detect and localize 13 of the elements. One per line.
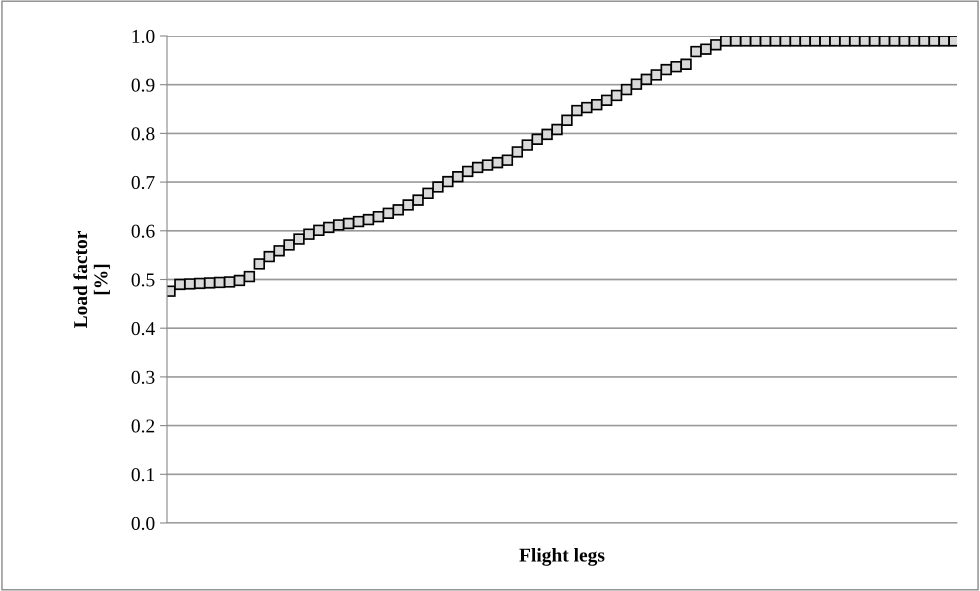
y-tick-label: 0.8 (132, 127, 154, 140)
y-tick-label: 0.3 (132, 370, 154, 384)
y-tick-label: 0.9 (132, 78, 154, 92)
y-axis-title: Load factor [%] (73, 231, 110, 328)
y-tick-label: 0.0 (132, 516, 154, 530)
y-tick-label: 0.4 (132, 322, 155, 336)
y-tick-label: 0.1 (132, 468, 154, 482)
y-tick-label: 0.7 (132, 176, 155, 190)
y-tick-label: 0.6 (132, 224, 155, 238)
y-tick-label: 1.0 (132, 30, 154, 44)
y-tick-label: 0.2 (132, 419, 154, 433)
x-axis-title: Flight legs (519, 548, 604, 566)
y-tick-label: 0.5 (132, 273, 154, 287)
